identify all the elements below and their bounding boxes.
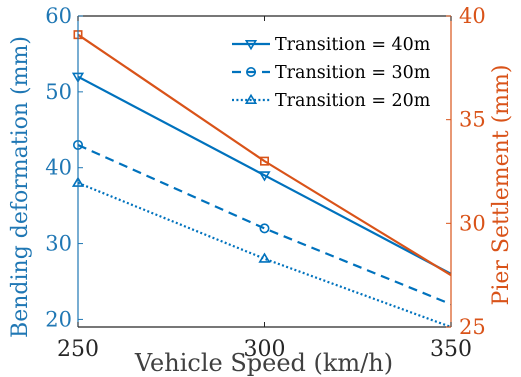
left-y-axis-label: Bending deformation (mm) <box>8 36 33 338</box>
data-point-marker <box>259 223 270 234</box>
series-line-3 <box>77 181 452 329</box>
x-tick-label: 250 <box>57 337 99 362</box>
legend-marker-sample <box>244 93 258 104</box>
right-y-axis-label: Pier Settlement (mm) <box>489 65 514 306</box>
legend-marker-sample <box>246 67 257 78</box>
legend-marker-sample <box>244 39 258 51</box>
left-y-tick-label: 40 <box>45 156 72 180</box>
plot-lines <box>77 33 452 329</box>
plot-markers <box>71 30 271 263</box>
right-y-tick-label: 25 <box>459 315 486 339</box>
data-point-marker <box>258 252 271 263</box>
left-y-tick-label: 50 <box>45 80 72 104</box>
x-axis-label: Vehicle Speed (km/h) <box>134 349 393 377</box>
right-y-tick-label: 35 <box>459 108 486 132</box>
legend-entry-label: Transition = 40m <box>275 35 431 55</box>
right-y-tick-label: 30 <box>459 211 486 235</box>
left-y-tick-label: 20 <box>45 307 72 331</box>
left-y-tick-label: 60 <box>45 4 72 28</box>
x-tick-label: 300 <box>244 337 286 362</box>
legend-entry-label: Transition = 30m <box>275 63 431 83</box>
x-tick-label: 350 <box>430 337 472 362</box>
data-point-marker <box>258 171 271 182</box>
legend-entry-label: Transition = 20m <box>275 91 431 111</box>
series-line-1 <box>77 75 452 275</box>
series-line-4 <box>77 33 452 277</box>
left-y-tick-label: 30 <box>45 232 72 256</box>
ticks: 250 300 350 20 30 40 50 60 25 30 35 40 <box>45 4 485 362</box>
data-point-marker <box>259 156 269 166</box>
series-line-2 <box>77 143 452 306</box>
right-y-tick-label: 40 <box>459 4 486 28</box>
legend: Transition = 40m Transition = 30m Transiti… <box>232 35 431 111</box>
